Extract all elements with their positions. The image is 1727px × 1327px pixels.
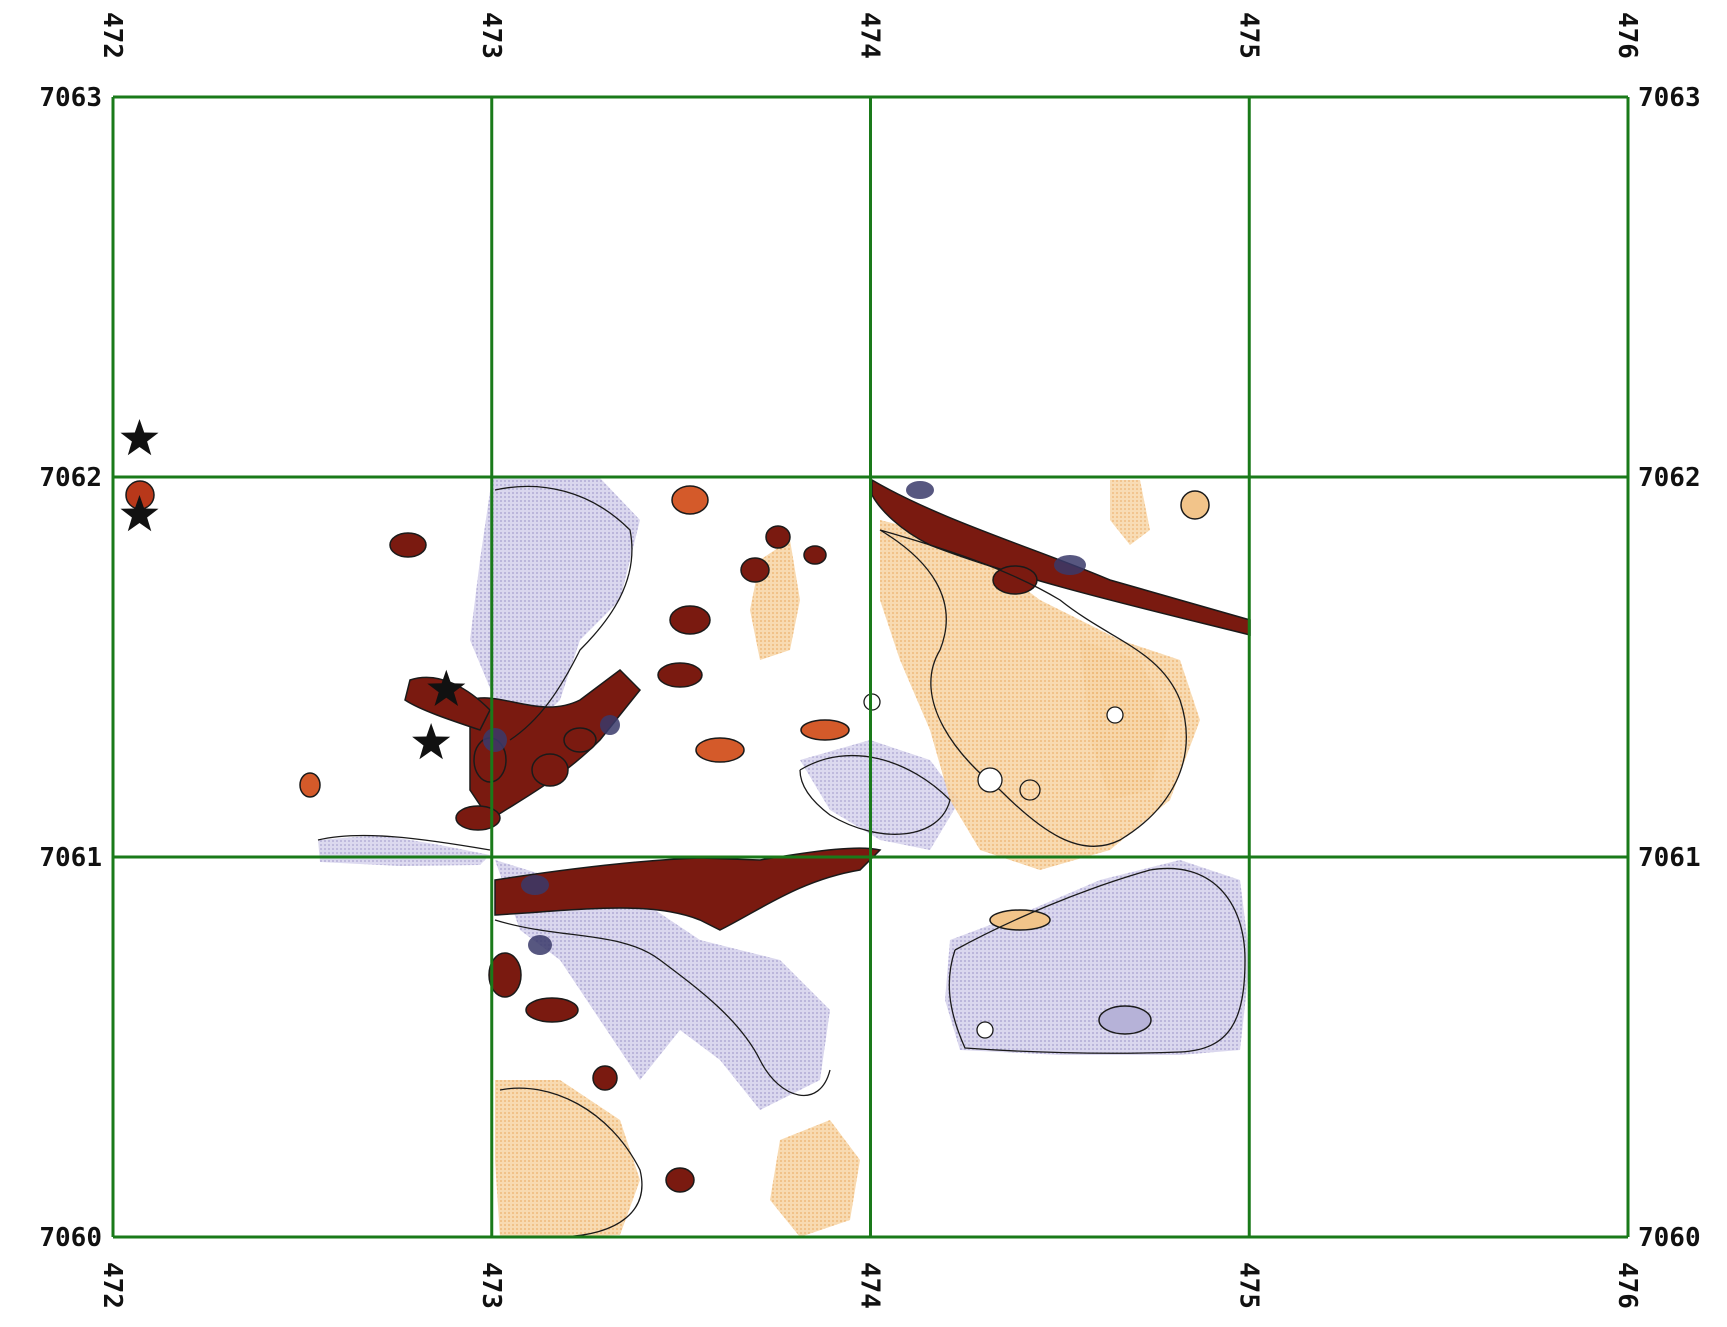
strong-negative-spot — [528, 935, 552, 955]
contour-line — [499, 1087, 643, 1238]
strong-anomaly-ridge — [469, 669, 642, 822]
x-tick-label-bottom: 473 — [476, 1262, 506, 1309]
coordinate-labels: 472 472 473 473 474 474 475 475 476 476 7063 7063 70… — [39, 12, 1700, 1309]
strong-anomaly-spot — [765, 525, 791, 549]
strong-anomaly-spot — [563, 727, 597, 753]
y-tick-label-left: 7062 — [39, 463, 102, 493]
strong-anomaly-spot — [455, 805, 501, 831]
positive-anomaly-area — [1080, 640, 1170, 800]
y-tick-label-left: 7060 — [39, 1223, 102, 1253]
strong-anomaly-spot — [531, 753, 569, 787]
contour-line — [494, 919, 831, 1097]
strong-anomaly-ridge — [404, 676, 491, 731]
negative-anomaly-area — [800, 740, 960, 850]
star-marker-icon — [120, 419, 159, 456]
y-tick-label-right: 7062 — [1638, 463, 1701, 493]
strong-anomaly-spot — [992, 565, 1038, 595]
negative-anomaly-area — [318, 835, 490, 866]
strong-anomaly-spot — [299, 772, 321, 798]
x-tick-label-top: 473 — [476, 12, 506, 59]
strong-negative-spot — [483, 728, 507, 752]
contour-ring — [1106, 706, 1124, 724]
strong-anomaly-spot — [695, 737, 745, 763]
strong-anomaly-spot — [592, 1065, 618, 1091]
contour-line — [799, 754, 951, 835]
x-tick-label-top: 475 — [1233, 12, 1263, 59]
y-tick-label-right: 7063 — [1638, 83, 1701, 113]
x-tick-label-bottom: 475 — [1233, 1262, 1263, 1309]
strong-anomaly-spot — [1180, 490, 1210, 520]
strong-anomaly-ridge — [871, 478, 1251, 636]
y-tick-label-left: 7061 — [39, 843, 102, 873]
x-tick-label-bottom: 476 — [1612, 1262, 1642, 1309]
x-tick-label-bottom: 472 — [97, 1262, 127, 1309]
strong-anomaly-spot — [1098, 1005, 1152, 1035]
contour-ring — [976, 1021, 994, 1039]
strong-anomaly-spot — [488, 952, 522, 998]
star-marker-icon — [427, 669, 466, 706]
strong-anomaly-spot — [389, 532, 427, 558]
x-tick-label-bottom: 474 — [855, 1262, 885, 1309]
strong-negative-spot — [521, 875, 549, 895]
strong-anomaly-spot — [740, 557, 770, 583]
negative-anomaly-area — [945, 860, 1250, 1055]
strong-anomaly-spot — [525, 997, 579, 1023]
positive-anomaly-area — [770, 1120, 860, 1237]
anomaly-layer — [125, 478, 1251, 1238]
x-tick-label-top: 474 — [855, 12, 885, 59]
strong-negative-spot — [906, 481, 934, 499]
map-grid — [111, 95, 1630, 1239]
x-tick-label-top: 472 — [97, 12, 127, 59]
strong-anomaly-spot — [657, 662, 703, 688]
star-marker-icon — [120, 495, 159, 532]
strong-anomaly-spot — [669, 605, 711, 635]
contour-line — [494, 485, 633, 741]
contour-line — [948, 867, 1246, 1054]
contour-line — [879, 529, 1187, 847]
star-marker-icon — [412, 723, 451, 760]
negative-anomaly-area — [495, 860, 830, 1110]
strong-anomaly-spot — [803, 545, 827, 565]
contour-ring — [1019, 779, 1041, 801]
strong-negative-spot — [1054, 555, 1086, 575]
strong-anomaly-spot — [671, 485, 709, 515]
contour-line — [317, 834, 491, 851]
y-tick-label-right: 7061 — [1638, 843, 1701, 873]
strong-anomaly-ridge — [494, 847, 882, 931]
positive-anomaly-area — [495, 1080, 640, 1237]
strong-anomaly-spot — [800, 719, 850, 741]
marker-layer — [120, 419, 466, 760]
y-tick-label-right: 7060 — [1638, 1223, 1701, 1253]
positive-anomaly-area — [1110, 480, 1150, 545]
x-tick-label-top: 476 — [1612, 12, 1642, 59]
contour-ring — [977, 767, 1003, 793]
strong-negative-spot — [600, 715, 620, 735]
strong-anomaly-spot — [665, 1167, 695, 1193]
y-tick-label-left: 7063 — [39, 83, 102, 113]
